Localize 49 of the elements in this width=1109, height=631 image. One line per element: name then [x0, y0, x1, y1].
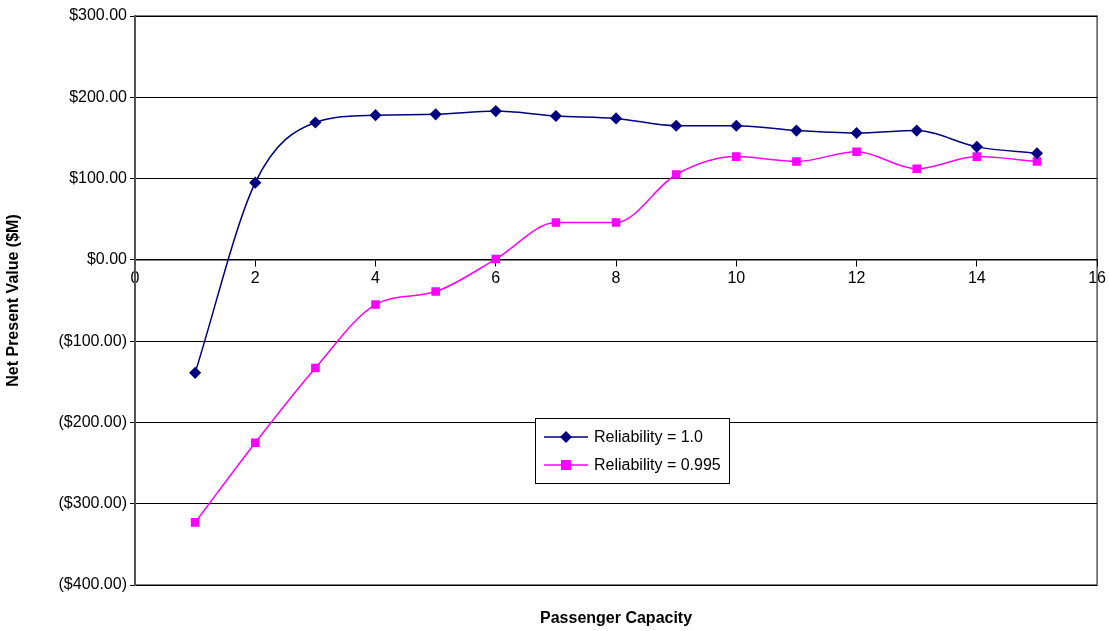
point	[971, 141, 983, 153]
point	[852, 147, 861, 157]
y-tick-label: $300.00	[69, 6, 128, 24]
y-axis-title: Net Present Value ($M)	[4, 214, 22, 387]
y-tick-label: $0.00	[86, 250, 128, 268]
x-tick-label: 6	[491, 268, 501, 286]
y-tick-label: ($200.00)	[58, 412, 127, 430]
x-axis-title: Passenger Capacity	[540, 609, 693, 626]
point	[792, 157, 801, 166]
x-tick-label: 14	[967, 268, 986, 286]
point	[550, 110, 562, 122]
point	[190, 518, 200, 527]
point	[551, 218, 561, 227]
x-tick-label: 12	[847, 268, 866, 286]
x-tick-label: 2	[250, 268, 260, 286]
y-tick-label: ($100.00)	[58, 331, 127, 349]
point	[1031, 147, 1043, 160]
x-tick-label: 8	[611, 268, 621, 286]
point	[490, 105, 502, 117]
point	[371, 300, 380, 309]
point	[1032, 157, 1042, 166]
point	[972, 152, 982, 161]
point	[850, 127, 863, 139]
y-tick-label: $200.00	[69, 87, 128, 105]
point	[309, 116, 322, 129]
point	[790, 124, 803, 137]
point	[730, 119, 743, 132]
legend-label: Reliability = 1.0	[594, 428, 703, 446]
y-tick-label: ($400.00)	[58, 575, 127, 593]
point	[249, 176, 262, 189]
y-tick-label: $100.00	[69, 168, 128, 186]
point	[189, 367, 201, 379]
point	[250, 438, 260, 448]
point	[611, 218, 621, 227]
point	[311, 363, 320, 373]
point	[670, 119, 682, 132]
point	[429, 108, 442, 121]
point	[732, 152, 741, 161]
y-tick-label: ($300.00)	[58, 494, 127, 512]
point	[912, 164, 921, 174]
legend-label: Reliability = 0.995	[594, 456, 721, 474]
point	[910, 124, 923, 137]
x-tick-label: 4	[371, 268, 381, 286]
x-tick-label: 10	[727, 268, 746, 286]
point	[610, 112, 622, 125]
point	[491, 254, 501, 264]
point	[671, 170, 681, 179]
point	[369, 109, 382, 121]
point	[431, 287, 440, 296]
